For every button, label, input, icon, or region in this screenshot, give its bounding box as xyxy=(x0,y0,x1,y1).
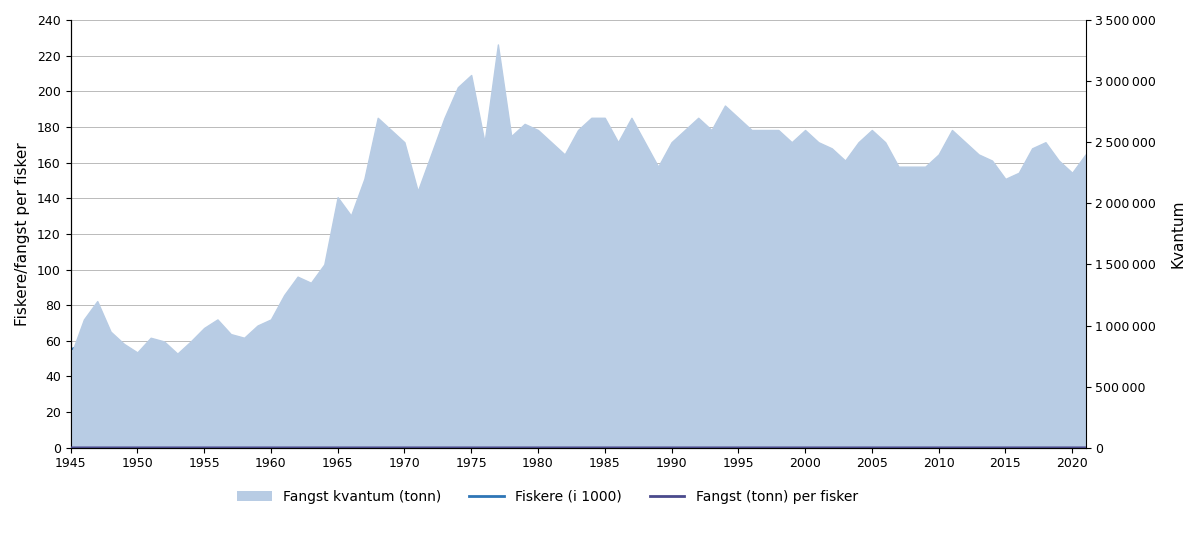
Y-axis label: Kvantum: Kvantum xyxy=(1170,200,1186,268)
Legend: Fangst kvantum (tonn), Fiskere (i 1000), Fangst (tonn) per fisker: Fangst kvantum (tonn), Fiskere (i 1000),… xyxy=(232,484,863,509)
Y-axis label: Fiskere/fangst per fisker: Fiskere/fangst per fisker xyxy=(16,142,30,326)
